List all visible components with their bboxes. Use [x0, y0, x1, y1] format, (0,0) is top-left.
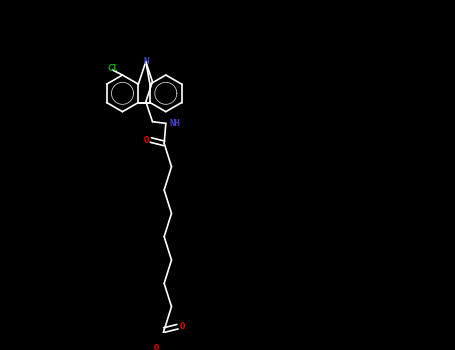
Text: O: O [180, 322, 185, 331]
Text: NH: NH [169, 119, 180, 128]
Text: O: O [153, 344, 158, 350]
Text: Cl: Cl [107, 64, 118, 73]
Text: N: N [143, 57, 148, 66]
Text: O: O [143, 135, 148, 145]
